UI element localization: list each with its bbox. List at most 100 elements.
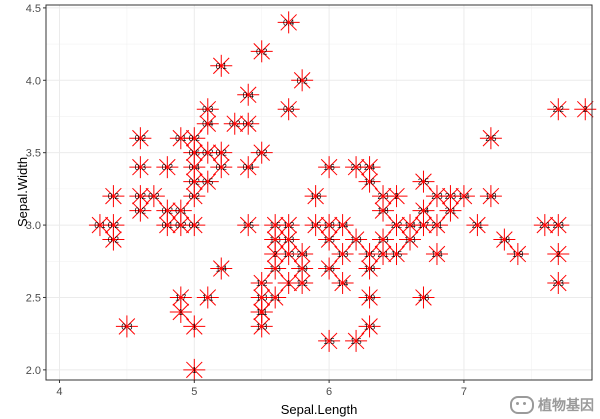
point-marker-d2 <box>186 144 203 161</box>
data-point: 0.2 <box>183 185 206 208</box>
data-point: 2.3 <box>345 156 368 179</box>
data-point: 0.2 <box>183 127 206 150</box>
point-label: 0.5 <box>202 178 214 187</box>
point-marker-d2 <box>253 303 270 321</box>
point-label: 1.3 <box>283 236 295 245</box>
point-label: 1.6 <box>324 265 336 274</box>
point-label: 0.6 <box>189 149 201 158</box>
point-label: 1.3 <box>270 236 282 245</box>
data-point: 1.6 <box>318 156 341 179</box>
data-point: 1.9 <box>291 257 314 280</box>
point-marker-d2 <box>428 216 446 234</box>
data-point: 0.4 <box>237 156 260 179</box>
point-label: 2.3 <box>431 192 443 201</box>
point-label: 0.2 <box>243 120 255 129</box>
point-marker-d2 <box>172 129 190 147</box>
data-point: 0.2 <box>250 141 273 164</box>
point-label: 2.1 <box>445 207 457 216</box>
data-point: 1.6 <box>318 257 341 280</box>
point-marker-d2 <box>199 144 217 161</box>
point-marker-d2 <box>266 260 284 277</box>
data-point: 1.8 <box>493 228 516 251</box>
point-marker-d2 <box>374 202 392 219</box>
data-point: 2 <box>574 98 597 121</box>
point-marker-d2 <box>361 158 378 176</box>
point-label: 1.3 <box>377 236 389 245</box>
point-marker-d2 <box>186 129 203 147</box>
point-marker-d2 <box>320 332 338 350</box>
watermark-text: 植物基因 <box>538 397 594 413</box>
data-point: 0.3 <box>129 156 152 179</box>
point-marker-d2 <box>401 216 419 234</box>
data-point: 0.2 <box>250 40 273 63</box>
data-point: 1.4 <box>331 271 354 294</box>
data-point: 1.3 <box>264 257 287 280</box>
point-label: 0.2 <box>256 149 268 158</box>
data-point: 0.2 <box>156 156 179 179</box>
data-point: 0.2 <box>291 69 314 92</box>
point-label: 1.5 <box>310 221 322 230</box>
point-marker-d2 <box>550 245 567 263</box>
point-label: 1.4 <box>337 279 349 288</box>
data-point: 0.2 <box>196 141 219 164</box>
point-label: 2.3 <box>445 192 457 201</box>
wechat-icon <box>510 396 534 414</box>
point-label: 1.5 <box>351 337 363 346</box>
point-label: 2.3 <box>351 163 363 172</box>
data-point: 2 <box>547 243 570 266</box>
point-marker-d2 <box>212 260 230 277</box>
y-tick-label: 4.5 <box>26 3 41 15</box>
point-label: 1 <box>286 279 291 288</box>
point-label: 2.1 <box>377 250 389 259</box>
point-label: 1.1 <box>202 293 214 302</box>
point-marker-d2 <box>186 216 203 234</box>
point-marker-d2 <box>428 187 446 205</box>
point-label: 1.8 <box>499 236 511 245</box>
point-marker-d2 <box>280 14 297 31</box>
data-point: 2.3 <box>547 271 570 294</box>
point-label: 1.3 <box>256 322 268 331</box>
data-point: 1.8 <box>412 286 435 309</box>
data-point: 1.3 <box>399 228 421 251</box>
y-tick-label: 3.0 <box>26 220 41 232</box>
point-label: 1.3 <box>337 250 349 259</box>
point-marker-d2 <box>280 245 297 263</box>
data-point: 1 <box>183 315 206 338</box>
point-marker-d2 <box>550 274 567 292</box>
point-marker-d2 <box>280 216 297 234</box>
point-label: 1.8 <box>310 192 322 201</box>
point-label: 1.9 <box>512 250 524 259</box>
data-point: 2.1 <box>425 214 448 237</box>
data-point: 0.5 <box>196 170 219 193</box>
point-marker-d2 <box>239 216 257 234</box>
data-point: 1.5 <box>385 243 408 266</box>
data-point: 0.3 <box>115 315 138 338</box>
point-label: 0.1 <box>162 221 174 230</box>
point-marker-d2 <box>415 289 432 306</box>
data-point: 1.6 <box>358 170 381 193</box>
point-label: 1 <box>192 366 197 375</box>
point-label: 1.8 <box>324 221 336 230</box>
data-point: 1.1 <box>196 286 219 309</box>
point-marker-d2 <box>576 100 594 118</box>
point-label: 1.4 <box>216 265 228 274</box>
point-marker-d2 <box>132 158 149 176</box>
x-tick-label: 5 <box>191 386 197 398</box>
point-label: 1.4 <box>404 221 416 230</box>
data-point: 1.8 <box>479 185 502 208</box>
point-label: 1 <box>179 308 184 317</box>
point-label: 0.3 <box>135 163 147 172</box>
data-point: 2.4 <box>412 199 435 222</box>
x-tick-label: 4 <box>56 386 62 398</box>
point-label: 1.6 <box>324 163 336 172</box>
point-marker-d2 <box>239 86 257 104</box>
data-point: 1.3 <box>250 315 273 338</box>
point-marker-d2 <box>415 202 432 219</box>
x-tick-label: 7 <box>461 386 467 398</box>
point-label: 0.2 <box>202 149 214 158</box>
point-label: 0.1 <box>175 134 187 143</box>
data-point: 0.1 <box>210 54 233 77</box>
point-label: 1.3 <box>283 250 295 259</box>
point-marker-d2 <box>361 245 378 263</box>
